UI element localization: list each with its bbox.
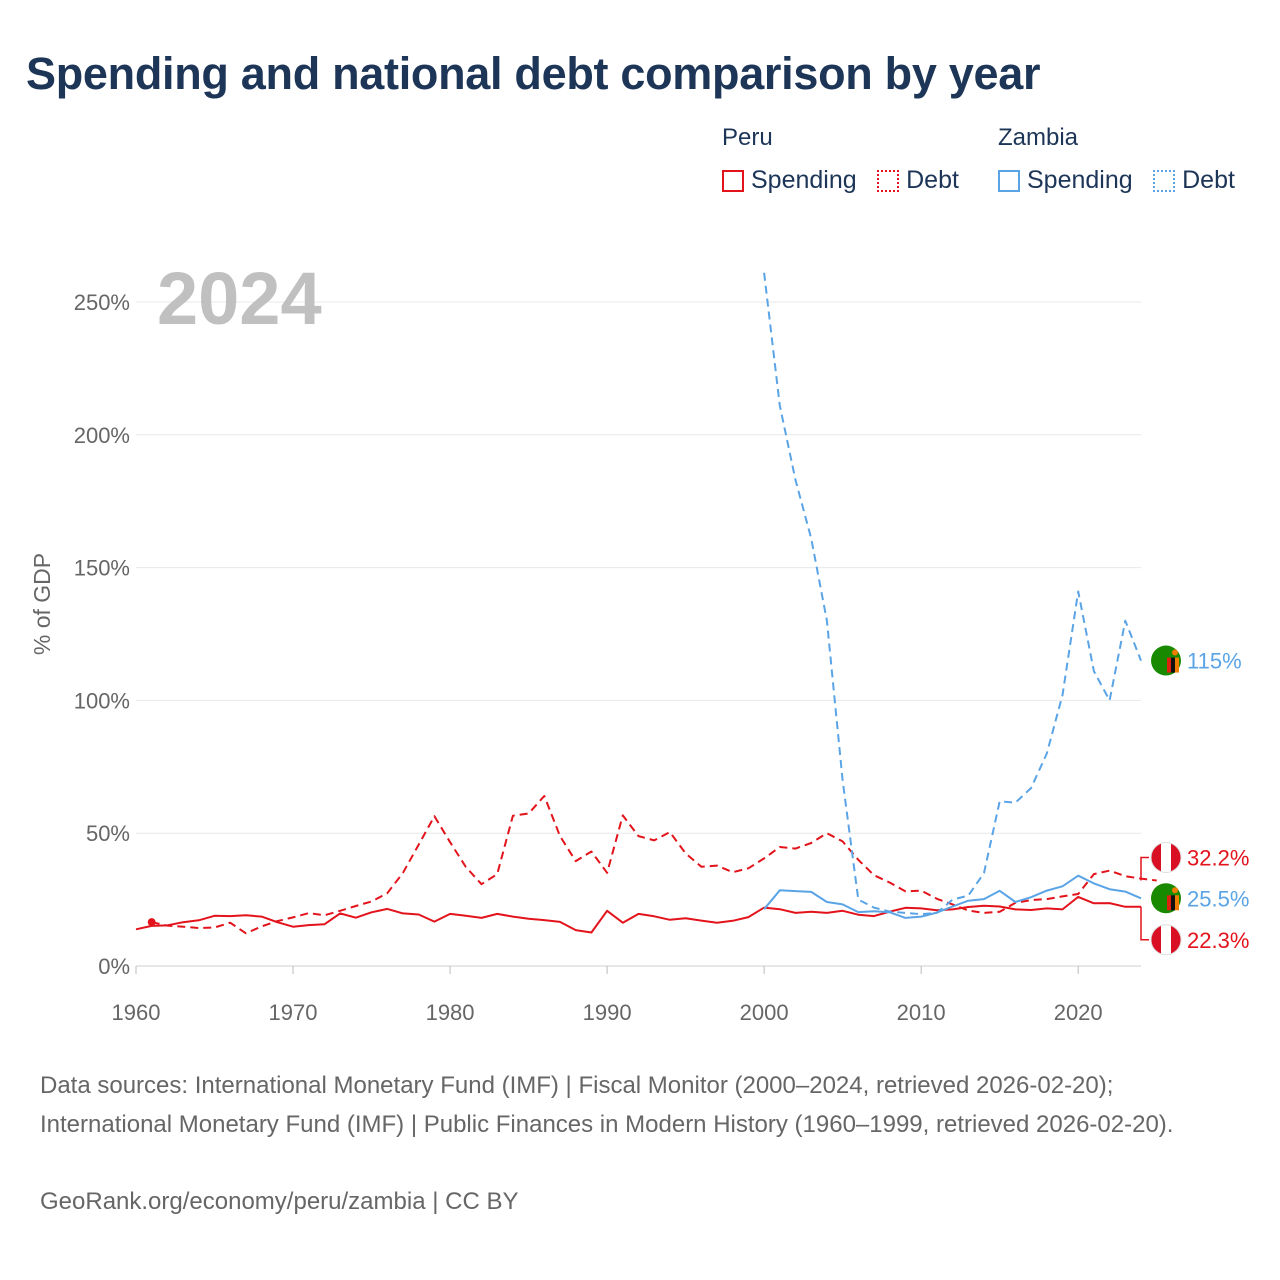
zambia-spending-line	[763, 874, 1142, 919]
y-tick-label: 150%	[74, 556, 130, 581]
y-axis-title: % of GDP	[29, 553, 55, 655]
data-sources: Data sources: International Monetary Fun…	[40, 1072, 1174, 1138]
flag-stripe-red	[1167, 657, 1171, 673]
flag-peru-icon	[1150, 841, 1182, 873]
legend-peru-debt[interactable]: Debt	[877, 166, 959, 195]
legend-swatch-dotted	[877, 169, 900, 192]
legend-zambia-debt[interactable]: Debt	[1153, 166, 1235, 195]
x-tick-label: 1990	[583, 1000, 632, 1025]
legend-label: Spending	[751, 166, 857, 194]
series-start-dot	[147, 918, 156, 927]
x-tick-label: 2000	[740, 1000, 789, 1025]
flag-zambia-icon	[1151, 645, 1181, 676]
end-value-label: 25.5%	[1187, 886, 1249, 911]
flag-stripe-orange	[1175, 657, 1179, 673]
x-tick-label: 1980	[426, 1000, 475, 1025]
y-tick-label: 0%	[98, 954, 130, 979]
x-tick-label: 2010	[897, 1000, 946, 1025]
legend-label: Debt	[1182, 166, 1235, 194]
end-markers: 32.2% 25.5% 22.3% 115%	[1140, 645, 1249, 956]
peru-spending-line	[135, 895, 1141, 934]
line-chart: 0% 50% 100% 150% 200% 250% 1960 1970 1980 1990 200…	[29, 257, 1249, 1025]
series	[135, 272, 1157, 935]
peru-debt-line	[151, 795, 1157, 935]
legend-group-peru: Peru Spending Debt	[722, 124, 975, 197]
end-value-label: 22.3%	[1187, 928, 1249, 953]
y-tick-label: 50%	[86, 821, 130, 846]
flag-zambia-icon	[1151, 883, 1181, 914]
legend-label: Spending	[1027, 166, 1133, 194]
zambia-debt-line	[763, 272, 1142, 916]
legend-label: Debt	[906, 166, 959, 194]
label-connector	[1140, 906, 1149, 941]
flag-stripe-black	[1171, 657, 1175, 673]
legend-group-zambia: Zambia Spending Debt	[998, 124, 1251, 197]
legend-swatch-solid	[722, 169, 744, 192]
x-tick-label: 2020	[1054, 1000, 1103, 1025]
page-title: Spending and national debt comparison by…	[26, 48, 1041, 99]
flag-eagle	[1172, 649, 1178, 656]
legend-zambia-spending[interactable]: Spending	[998, 166, 1133, 195]
flag-stripe-orange	[1175, 895, 1179, 911]
grid: 0% 50% 100% 150% 200% 250% 1960 1970 1980 1990 200…	[74, 290, 1141, 1025]
legend-group-title: Zambia	[998, 124, 1079, 151]
flag-peru-icon	[1150, 924, 1182, 956]
flag-stripe-black	[1171, 895, 1175, 911]
y-tick-label: 100%	[74, 688, 130, 713]
legend-group-title: Peru	[722, 124, 773, 151]
flag-outline	[1150, 924, 1182, 956]
flag-outline	[1150, 841, 1182, 873]
end-value-label: 115%	[1187, 649, 1242, 674]
year-watermark: 2024	[157, 257, 322, 340]
y-tick-label: 200%	[74, 423, 130, 448]
flag-eagle	[1172, 887, 1178, 894]
y-tick-label: 250%	[74, 290, 130, 315]
legend-swatch-dotted	[1153, 169, 1176, 192]
end-value-label: 32.2%	[1187, 845, 1249, 870]
x-tick-label: 1970	[269, 1000, 318, 1025]
label-connector	[1140, 856, 1149, 881]
credit-link[interactable]: GeoRank.org/economy/peru/zambia | CC BY	[40, 1188, 519, 1215]
legend-swatch-solid	[998, 169, 1020, 192]
flag-band	[1161, 842, 1171, 873]
flag-stripe-red	[1167, 895, 1171, 911]
legend-peru-spending[interactable]: Spending	[722, 166, 857, 195]
x-tick-label: 1960	[112, 1000, 161, 1025]
flag-band	[1161, 924, 1171, 955]
